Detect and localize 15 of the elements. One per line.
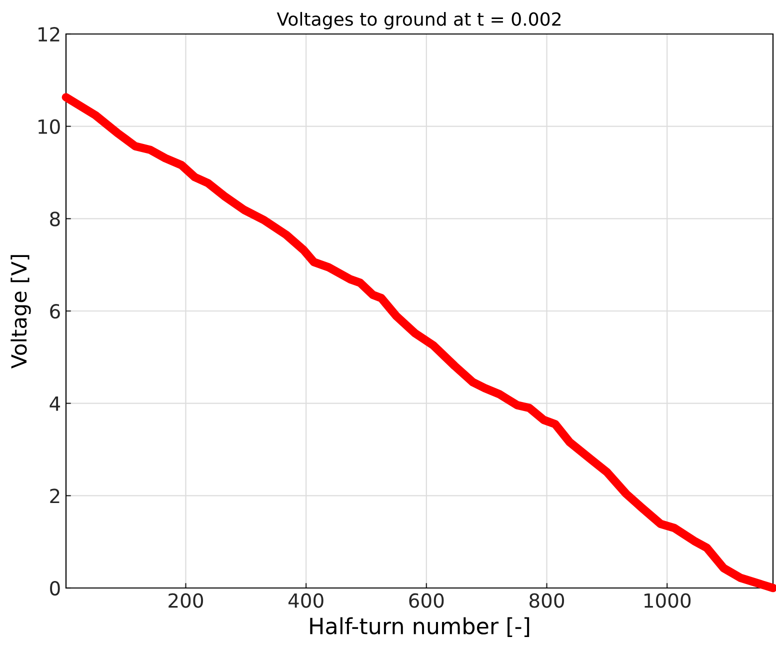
x-tick-label: 800 xyxy=(530,593,564,608)
y-tick-label: 0 xyxy=(50,580,60,596)
y-tick-label: 4 xyxy=(50,396,60,411)
y-tick-label: 8 xyxy=(50,212,60,226)
x-tick-label: 600 xyxy=(409,593,444,608)
y-tick-label: 6 xyxy=(50,304,60,319)
x-tick-label: 1000 xyxy=(644,593,691,608)
chart-title: Voltages to ground at t = 0.002 xyxy=(276,12,560,30)
x-tick-label: 200 xyxy=(168,593,204,608)
y-tick-label: 2 xyxy=(50,488,60,504)
x-tick-label: 400 xyxy=(288,593,324,608)
y-tick-label: 12 xyxy=(38,26,60,42)
x-axis-title: Half-turn number [-] xyxy=(310,617,530,638)
y-axis-title: Voltage [V] xyxy=(10,255,31,368)
y-tick-label: 10 xyxy=(38,119,60,134)
